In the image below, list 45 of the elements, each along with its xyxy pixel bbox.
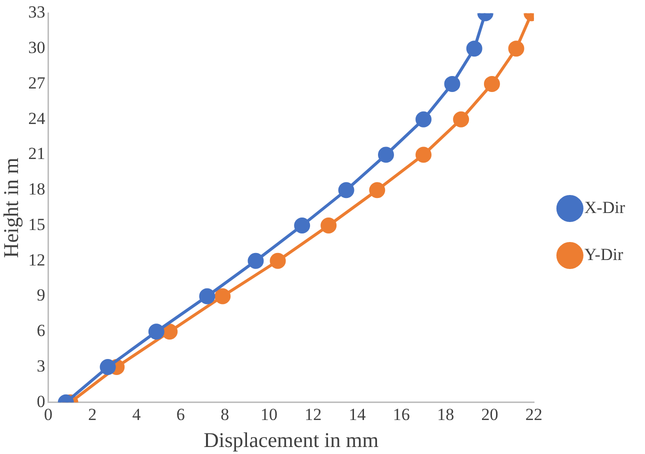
y-tick-label: 30 <box>28 38 46 58</box>
x-tick-label: 22 <box>525 405 542 424</box>
x-axis-title: Displacement in mm <box>204 428 379 452</box>
y-axis-title: Height in m <box>0 158 24 258</box>
x-tick-label: 14 <box>348 405 366 424</box>
y-tick-label: 24 <box>28 108 46 128</box>
point <box>148 324 164 340</box>
legend-label: Y-Dir <box>584 244 624 264</box>
legend-label: X-Dir <box>584 198 626 217</box>
x-tick-label: 2 <box>88 405 97 424</box>
y-tick-label: 0 <box>36 392 46 411</box>
y-tick-label: 15 <box>28 214 46 234</box>
point <box>338 182 354 198</box>
y-tick-label: 9 <box>36 286 46 305</box>
point <box>199 288 216 304</box>
point <box>100 359 116 376</box>
y-tick-label: 12 <box>28 250 46 270</box>
point <box>416 111 432 128</box>
x-tick-label: 6 <box>176 405 185 424</box>
point <box>294 217 310 234</box>
x-tick-label: 10 <box>260 405 278 424</box>
x-tick-label: 20 <box>481 405 498 424</box>
y-tick-label: 21 <box>28 144 46 164</box>
x-tick-label: 16 <box>392 405 410 424</box>
y-tick-label: 6 <box>36 321 46 340</box>
point <box>320 217 337 234</box>
y-tick-label: 33 <box>28 2 46 22</box>
point <box>378 146 394 163</box>
y-tick-label: 18 <box>28 180 46 199</box>
x-tick-label: 18 <box>437 405 454 424</box>
point <box>248 252 264 269</box>
point <box>444 76 460 92</box>
point <box>270 252 286 269</box>
x-tick-label: 4 <box>132 405 142 424</box>
point <box>369 182 386 198</box>
point <box>214 288 231 304</box>
x-tick-label: 12 <box>304 405 322 424</box>
y-tick-label: 3 <box>36 356 46 376</box>
y-tick-label: 27 <box>28 73 46 92</box>
point <box>466 40 482 57</box>
point <box>453 111 470 128</box>
x-tick-label: 8 <box>220 405 230 424</box>
point <box>416 146 432 163</box>
point <box>508 40 524 57</box>
point <box>484 76 500 92</box>
